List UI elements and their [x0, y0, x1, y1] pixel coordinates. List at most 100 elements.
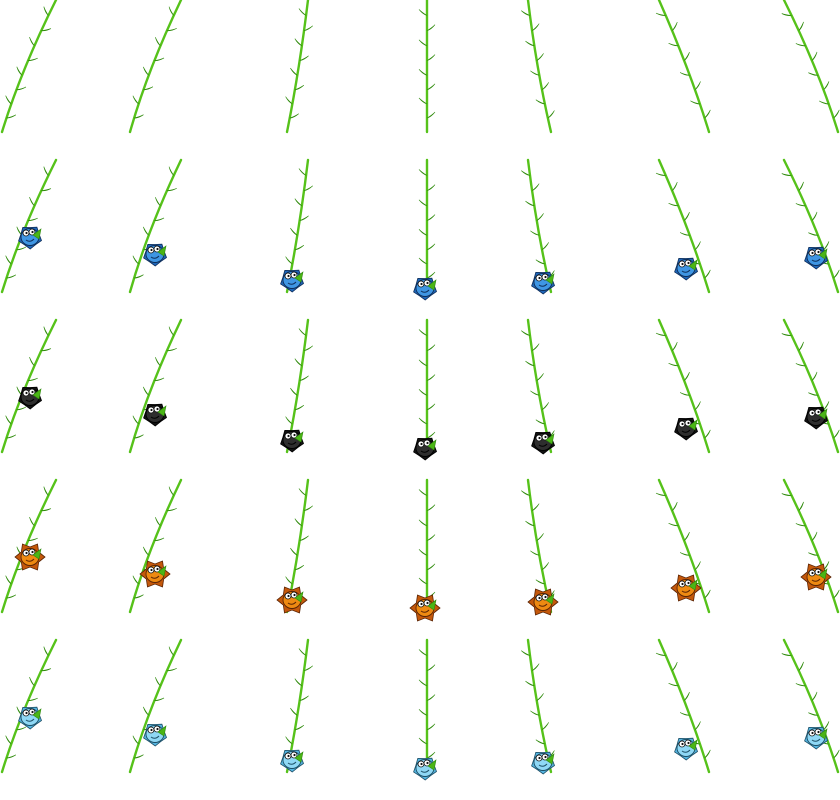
vine — [781, 638, 840, 774]
vine-leaf — [833, 429, 840, 439]
sprite-frame — [0, 478, 840, 640]
vine-leaf — [298, 488, 307, 496]
sprite-frame — [0, 318, 840, 480]
vine-leaf — [168, 646, 175, 656]
vine-leaf — [426, 504, 436, 511]
vine-leaf — [418, 649, 428, 656]
vine-leaf — [5, 575, 12, 585]
vine-leaf — [426, 374, 436, 381]
sprite-frame — [0, 158, 840, 320]
vine-leaf — [535, 259, 545, 265]
sprite-frame — [0, 0, 840, 160]
vine-leaf — [547, 110, 555, 119]
vine-leaf — [668, 682, 679, 687]
vine-leaf — [704, 429, 711, 439]
vine-leaf — [168, 326, 175, 336]
vine-leaf — [668, 202, 679, 207]
vine-leaf — [521, 330, 531, 336]
vine-leaf — [541, 242, 549, 251]
vine-leaf — [294, 198, 303, 207]
vine-leaf — [29, 356, 35, 367]
vine-leaf — [290, 387, 298, 396]
vine-leaf — [679, 712, 690, 716]
vine-leaf — [530, 550, 540, 556]
vine-leaf — [690, 100, 701, 105]
vine-leaf — [168, 6, 175, 16]
vine-leaf — [541, 402, 549, 411]
creature-sprite — [14, 543, 46, 571]
vine-leaf — [418, 679, 428, 687]
vine-leaf — [294, 85, 305, 91]
vine-leaf — [694, 401, 701, 411]
vine-leaf — [166, 188, 177, 192]
vine-leaf — [704, 749, 711, 759]
sprite-frame — [0, 318, 840, 480]
vine-leaf — [795, 203, 806, 207]
sprite-frame — [0, 158, 840, 320]
vine-leaf — [521, 10, 531, 16]
vine-leaf — [426, 403, 436, 411]
creature-sprite — [18, 706, 42, 730]
vine-leaf — [285, 96, 293, 105]
vine-leaf — [823, 241, 830, 251]
vine-leaf — [811, 531, 818, 541]
sprite-frame — [0, 318, 840, 480]
vine-leaf — [132, 735, 139, 745]
vine-leaf — [683, 372, 690, 381]
vine-leaf — [426, 723, 436, 731]
vine-leaf — [668, 42, 679, 47]
vine-leaf — [808, 712, 819, 716]
vine-leaf — [418, 257, 428, 265]
vine-leaf — [418, 417, 428, 425]
creature-sprite — [413, 757, 437, 781]
vine-leaf — [6, 594, 17, 599]
vine-leaf — [808, 552, 819, 556]
sprite-frame — [0, 318, 840, 480]
vine — [655, 318, 711, 454]
vine-leaf — [655, 12, 666, 16]
vine-leaf — [285, 576, 293, 585]
vine-leaf — [166, 508, 177, 512]
vine-leaf — [671, 21, 678, 31]
vine-leaf — [655, 172, 666, 176]
vine-leaf — [154, 377, 165, 381]
vine-leaf — [134, 274, 144, 279]
vine-leaf — [798, 341, 804, 351]
vine-leaf — [41, 348, 52, 352]
vine-leaf — [27, 57, 38, 61]
vine-leaf — [298, 168, 307, 176]
vine-leaf — [833, 109, 840, 119]
vine — [285, 0, 313, 134]
vine-leaf — [811, 211, 818, 221]
vine-leaf — [16, 86, 27, 91]
vine-leaf — [426, 271, 436, 279]
vine-leaf — [671, 661, 678, 671]
vine-leaf — [298, 328, 307, 336]
vine-leaf — [294, 245, 305, 251]
vine-leaf — [655, 332, 666, 336]
vine-leaf — [798, 181, 804, 191]
vine-leaf — [289, 113, 299, 119]
vine-leaf — [781, 13, 792, 16]
vine-leaf — [43, 166, 49, 176]
vine-leaf — [426, 664, 436, 671]
vine-leaf — [683, 692, 690, 701]
vine-leaf — [811, 51, 818, 61]
vine-leaf — [655, 492, 666, 496]
vine-leaf — [298, 8, 307, 16]
vine-leaf — [294, 518, 303, 527]
vine-leaf — [823, 721, 830, 731]
vine-leaf — [299, 215, 309, 221]
vine-leaf — [808, 392, 819, 396]
creature-sprite — [527, 588, 559, 616]
vine-leaf — [683, 532, 690, 541]
vine — [655, 158, 711, 294]
vine-leaf — [285, 416, 293, 425]
vine-leaf — [418, 97, 428, 105]
vine-leaf — [155, 37, 161, 47]
vine-leaf — [418, 39, 428, 47]
sprite-frame — [0, 0, 840, 160]
vine-leaf — [536, 53, 544, 61]
vine-leaf — [525, 200, 535, 207]
vine-leaf — [6, 274, 17, 279]
